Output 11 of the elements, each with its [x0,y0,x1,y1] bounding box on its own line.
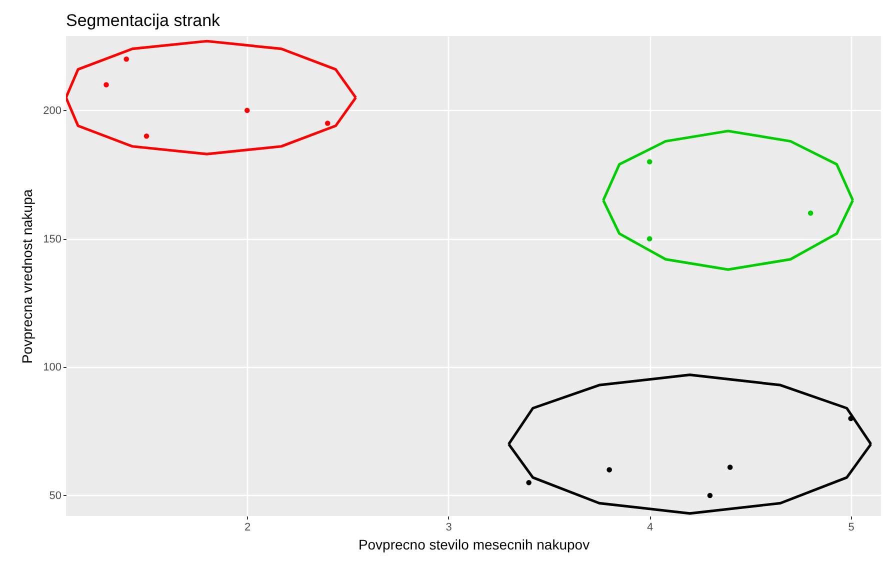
x-tick-label: 5 [848,522,854,534]
y-axis-title: Povprecna vrednost nakupa [19,189,36,364]
x-tick-label: 2 [244,522,251,534]
y-tick-label: 150 [43,233,62,246]
y-tick-label: 100 [43,362,62,374]
y-tick-label: 200 [43,104,62,117]
chart-title: Segmentacija strank [66,11,221,30]
x-axis-title: Povprecno stevilo mesecnih nakupov [358,536,590,552]
y-tick-label: 50 [49,490,62,502]
x-tick-label: 4 [647,522,654,534]
x-tick-label: 3 [446,522,452,534]
